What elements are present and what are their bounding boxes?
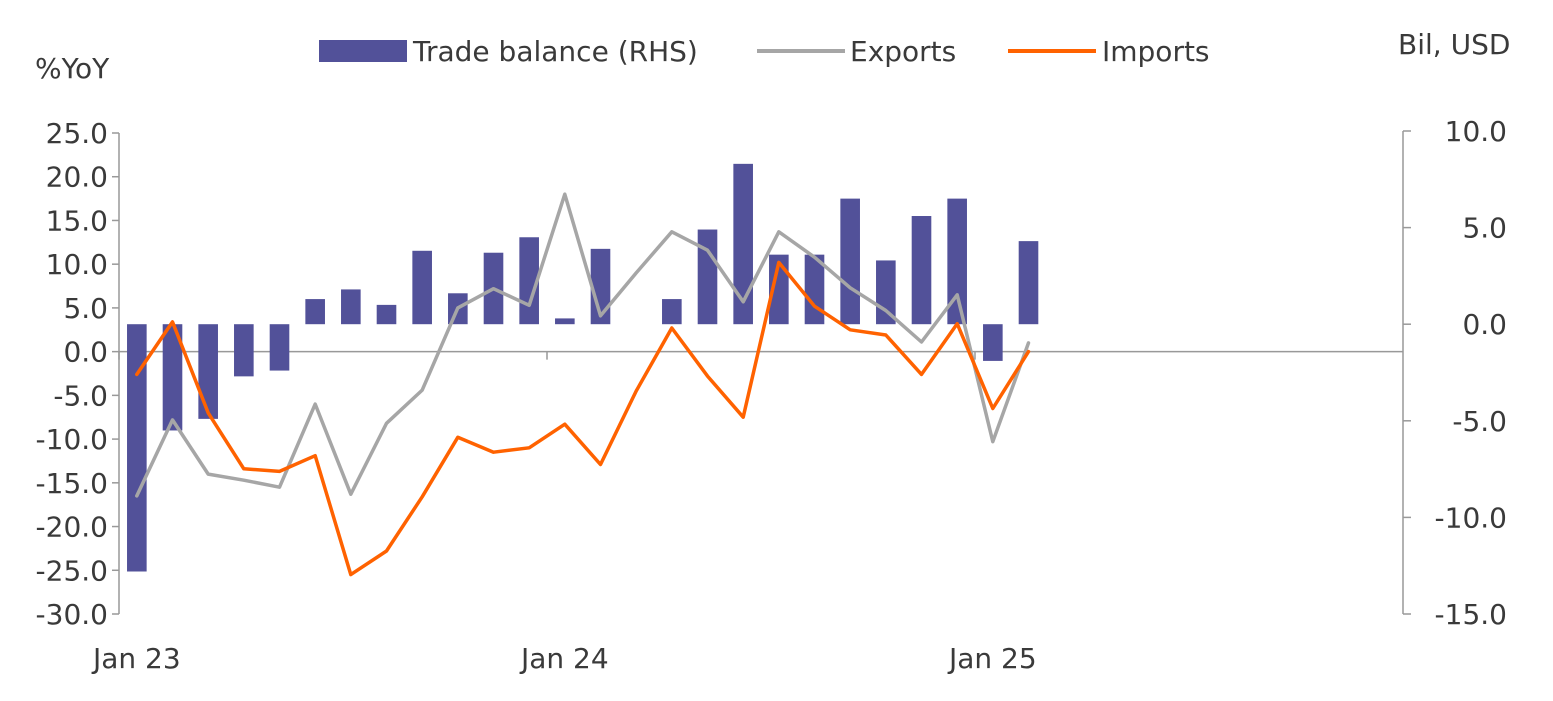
imports-line — [135, 260, 1031, 577]
trade-balance-bar — [697, 229, 718, 325]
trade-balance-bar — [341, 289, 361, 325]
left-axis-title: %YoY — [35, 52, 110, 85]
left-tick-label: 0.0 — [63, 336, 108, 369]
legend-bar-label: Trade balance (RHS) — [412, 35, 698, 68]
trade-balance-bar — [162, 324, 183, 431]
bars — [127, 163, 1039, 572]
trade-balance-bar — [590, 248, 611, 325]
right-tick-label: -15.0 — [1435, 598, 1507, 631]
left-tick-label: -15.0 — [36, 467, 108, 500]
x-tick-label: Jan 25 — [947, 642, 1037, 675]
right-tick-label: -5.0 — [1452, 405, 1507, 438]
trade-balance-bar — [555, 318, 575, 325]
trade-balance-bar — [662, 299, 682, 325]
trade-balance-bar — [804, 254, 825, 325]
trade-balance-bar — [269, 324, 290, 371]
trade-balance-bar — [947, 198, 967, 325]
right-axis-title: Bil, USD — [1398, 28, 1510, 61]
left-tick-label: -10.0 — [36, 423, 108, 456]
exports-line-group — [135, 192, 1031, 498]
left-axis: 25.0 20.0 15.0 10.0 5.0 0.0 -5.0 -10.0 -15.0 -20.… — [36, 117, 120, 631]
trade-balance-bar — [769, 254, 789, 325]
left-tick-label: 5.0 — [63, 292, 108, 325]
imports-line-group — [135, 260, 1031, 577]
trade-balance-bar — [840, 198, 860, 325]
trade-balance-bar — [911, 216, 932, 325]
trade-balance-bar — [733, 163, 753, 325]
trade-balance-bar — [376, 304, 397, 325]
left-tick-label: 20.0 — [46, 161, 108, 194]
left-tick-label: -30.0 — [36, 598, 108, 631]
exports-line — [135, 192, 1031, 498]
legend: Trade balance (RHS) Exports Imports — [319, 35, 1210, 68]
right-tick-label: 10.0 — [1445, 115, 1507, 148]
x-tick-label: Jan 24 — [519, 642, 609, 675]
left-tick-label: 10.0 — [46, 248, 108, 281]
right-tick-label: 0.0 — [1462, 308, 1507, 341]
trade-balance-bar — [412, 250, 432, 325]
legend-bar-swatch — [319, 40, 407, 62]
left-tick-label: 25.0 — [46, 117, 108, 150]
right-tick-label: 5.0 — [1462, 212, 1507, 245]
legend-exports-label: Exports — [850, 35, 956, 68]
trade-balance-bar — [127, 324, 147, 572]
left-tick-label: -5.0 — [53, 379, 108, 412]
trade-balance-bar — [1018, 241, 1039, 325]
trade-balance-bar — [198, 324, 218, 419]
left-tick-label: 15.0 — [46, 204, 108, 237]
left-tick-label: -25.0 — [36, 554, 108, 587]
trade-balance-bar — [234, 324, 254, 377]
trade-balance-bar — [983, 324, 1003, 361]
trade-balance-bar — [305, 299, 325, 325]
x-tick-label: Jan 23 — [91, 642, 181, 675]
right-tick-label: -10.0 — [1435, 501, 1507, 534]
left-tick-label: -20.0 — [36, 511, 108, 544]
x-axis: Jan 23 Jan 24 Jan 25 — [91, 350, 1403, 675]
right-axis: 10.0 5.0 0.0 -5.0 -10.0 -15.0 — [1402, 115, 1507, 631]
legend-imports-label: Imports — [1102, 35, 1210, 68]
